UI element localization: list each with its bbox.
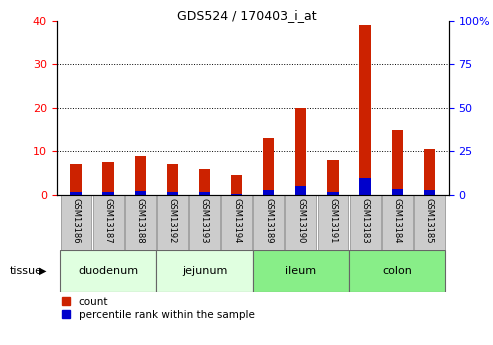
- Text: GSM13183: GSM13183: [360, 198, 370, 244]
- Text: jejunum: jejunum: [182, 266, 227, 276]
- Legend: count, percentile rank within the sample: count, percentile rank within the sample: [62, 297, 254, 320]
- Bar: [135, 191, 146, 195]
- Text: GSM13190: GSM13190: [296, 198, 305, 244]
- Bar: [60, 250, 156, 292]
- Bar: [167, 192, 178, 195]
- Bar: [263, 190, 274, 195]
- Bar: [157, 195, 188, 250]
- Text: GSM13184: GSM13184: [393, 198, 402, 244]
- Text: GSM13185: GSM13185: [425, 198, 434, 244]
- Bar: [295, 186, 307, 195]
- Bar: [61, 195, 91, 250]
- Text: GSM13194: GSM13194: [232, 198, 241, 244]
- Text: GSM13188: GSM13188: [136, 198, 145, 244]
- Text: duodenum: duodenum: [78, 266, 138, 276]
- Text: tissue: tissue: [10, 266, 43, 276]
- Bar: [125, 195, 156, 250]
- Bar: [189, 195, 220, 250]
- Bar: [359, 25, 371, 195]
- Bar: [285, 195, 317, 250]
- Bar: [391, 130, 403, 195]
- Bar: [327, 192, 339, 195]
- Bar: [253, 195, 284, 250]
- Text: colon: colon: [382, 266, 412, 276]
- Bar: [295, 108, 307, 195]
- Bar: [317, 195, 349, 250]
- Bar: [327, 160, 339, 195]
- Bar: [70, 192, 82, 195]
- Text: ▶: ▶: [39, 266, 47, 276]
- Text: GSM13189: GSM13189: [264, 198, 273, 244]
- Text: GSM13192: GSM13192: [168, 198, 177, 244]
- Bar: [199, 169, 210, 195]
- Bar: [423, 190, 435, 195]
- Bar: [221, 195, 252, 250]
- Bar: [263, 138, 274, 195]
- Text: GSM13193: GSM13193: [200, 198, 209, 244]
- Bar: [103, 192, 114, 195]
- Bar: [156, 250, 253, 292]
- Bar: [253, 250, 349, 292]
- Text: ileum: ileum: [285, 266, 317, 276]
- Bar: [349, 250, 445, 292]
- Bar: [135, 156, 146, 195]
- Bar: [70, 165, 82, 195]
- Bar: [199, 192, 210, 195]
- Bar: [350, 195, 381, 250]
- Bar: [359, 178, 371, 195]
- Bar: [167, 165, 178, 195]
- Text: GSM13191: GSM13191: [328, 198, 338, 244]
- Text: GDS524 / 170403_i_at: GDS524 / 170403_i_at: [176, 9, 317, 22]
- Bar: [414, 195, 445, 250]
- Bar: [103, 162, 114, 195]
- Bar: [231, 194, 242, 195]
- Text: GSM13187: GSM13187: [104, 198, 112, 244]
- Bar: [423, 149, 435, 195]
- Bar: [93, 195, 124, 250]
- Bar: [391, 189, 403, 195]
- Bar: [231, 175, 242, 195]
- Text: GSM13186: GSM13186: [71, 198, 80, 244]
- Bar: [382, 195, 413, 250]
